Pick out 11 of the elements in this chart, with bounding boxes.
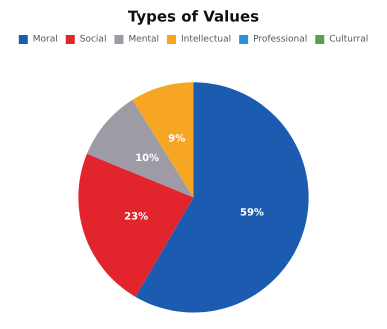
data-label: 59% — [240, 208, 264, 219]
legend-label: Social — [80, 34, 106, 44]
legend-label: Culturral — [329, 34, 368, 44]
data-label: 10% — [135, 152, 160, 164]
data-label: 9% — [168, 134, 186, 145]
chart-title: Types of Values — [128, 8, 260, 26]
legend-label: Intellectual — [181, 34, 232, 44]
data-label: 23% — [124, 211, 148, 222]
legend-label: Moral — [32, 34, 58, 44]
legend-label: Professional — [253, 34, 308, 44]
legend-label: Mental — [128, 34, 160, 44]
